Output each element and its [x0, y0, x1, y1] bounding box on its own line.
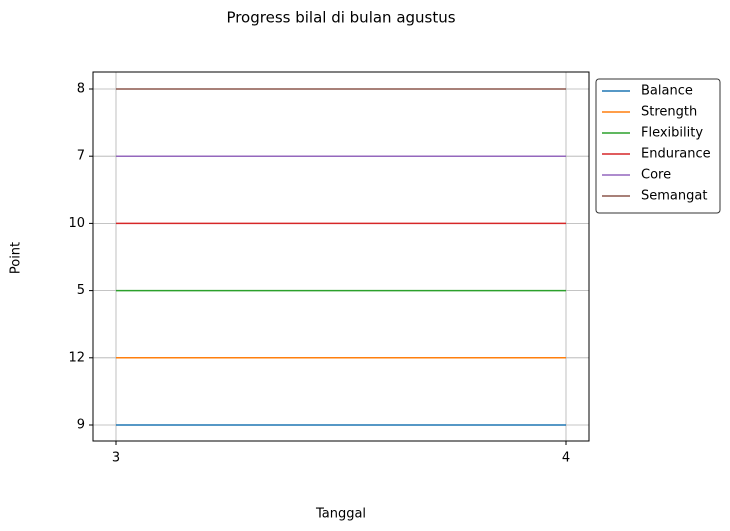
legend-label: Endurance: [641, 147, 711, 162]
x-axis-label: Tanggal: [315, 507, 366, 522]
y-tick-label: 9: [77, 418, 85, 433]
legend-label: Strength: [641, 105, 697, 120]
y-axis-label: Point: [9, 242, 24, 274]
chart-title: Progress bilal di bulan agustus: [226, 9, 455, 27]
y-tick-label: 7: [77, 149, 85, 164]
legend-label: Core: [641, 168, 671, 183]
legend: Balance Strength Flexibility Endurance Core S…: [595, 78, 721, 214]
y-tick-label: 12: [68, 350, 85, 365]
x-tick-label: 3: [112, 451, 120, 466]
legend-label: Flexibility: [641, 126, 703, 141]
y-tick-label: 8: [77, 82, 85, 97]
legend-label: Semangat: [641, 189, 707, 204]
y-tick-label: 5: [77, 283, 85, 298]
legend-label: Balance: [641, 84, 693, 99]
y-tick-label: 10: [68, 216, 85, 231]
plot-frame: [92, 71, 590, 442]
x-tick-label: 4: [562, 451, 570, 466]
